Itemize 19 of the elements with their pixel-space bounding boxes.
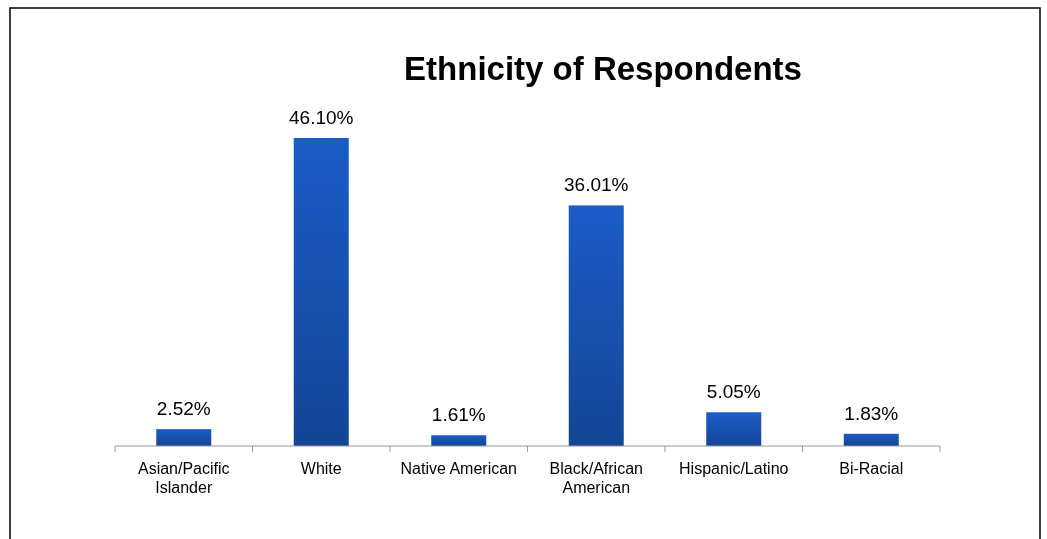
data-label: 1.83% xyxy=(844,402,899,424)
x-tick-label: Black/African American xyxy=(549,460,643,496)
bar xyxy=(568,205,624,446)
data-label: 2.52% xyxy=(156,398,211,420)
x-tick-label: Bi-Racial xyxy=(839,460,904,477)
data-label: 36.01% xyxy=(564,174,629,196)
data-label: 5.05% xyxy=(706,381,761,403)
x-tick-label: Native American xyxy=(400,460,517,477)
chart-title: Ethnicity of Respondents xyxy=(404,50,802,87)
x-tick-label: White xyxy=(300,460,342,477)
x-tick-label: Asian/Pacific Islander xyxy=(137,460,230,496)
bar xyxy=(431,435,487,446)
bar xyxy=(156,429,212,446)
bar xyxy=(706,412,762,446)
bar xyxy=(843,433,899,446)
data-label: 1.61% xyxy=(431,404,486,426)
data-label: 46.10% xyxy=(289,107,354,128)
x-tick-label: Hispanic/Latino xyxy=(679,460,789,477)
bar xyxy=(293,138,349,446)
